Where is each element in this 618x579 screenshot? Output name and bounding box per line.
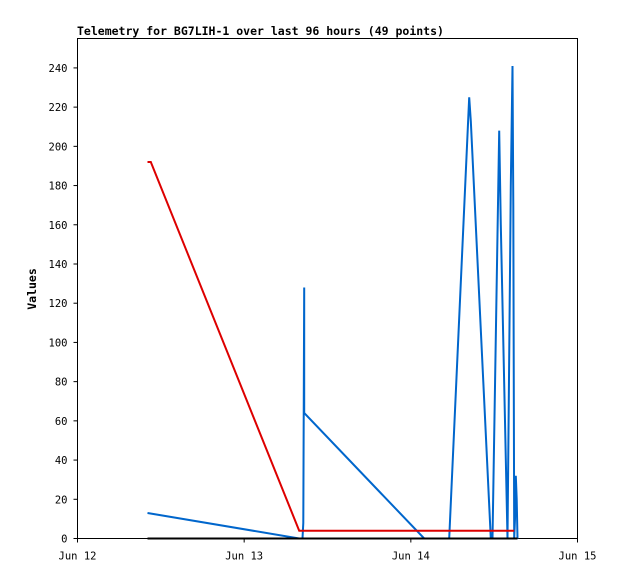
y-tick-label: 160 (49, 220, 68, 232)
y-tick-label: 20 (55, 494, 68, 506)
series-line-1 (147, 65, 519, 540)
y-tick-label: 200 (49, 141, 68, 153)
y-tick-label: 220 (49, 102, 68, 114)
y-tick-label: 180 (49, 181, 68, 193)
y-tick-label: 140 (49, 259, 68, 271)
y-axis-ticks: 0 20 40 60 80 100 120 140 160 180 200 220 240 (49, 63, 78, 546)
x-tick-label: Jun 13 (225, 551, 263, 563)
series-line-2 (147, 161, 515, 532)
y-tick-label: 100 (49, 337, 68, 349)
y-tick-label: 0 (61, 534, 67, 546)
series-layer (147, 65, 519, 540)
x-tick-label: Jun 14 (392, 551, 430, 563)
y-tick-label: 240 (49, 63, 68, 75)
y-tick-label: 40 (55, 455, 68, 467)
y-tick-label: 80 (55, 377, 68, 389)
y-axis-label: Values (25, 268, 39, 310)
x-tick-label: Jun 12 (59, 551, 97, 563)
y-tick-label: 120 (49, 298, 68, 310)
x-axis-ticks: Jun 12 Jun 13 Jun 14 Jun 15 (59, 538, 597, 563)
y-tick-label: 60 (55, 416, 68, 428)
x-tick-label: Jun 15 (559, 551, 597, 563)
chart-title: Telemetry for BG7LIH-1 over last 96 hour… (77, 24, 444, 38)
